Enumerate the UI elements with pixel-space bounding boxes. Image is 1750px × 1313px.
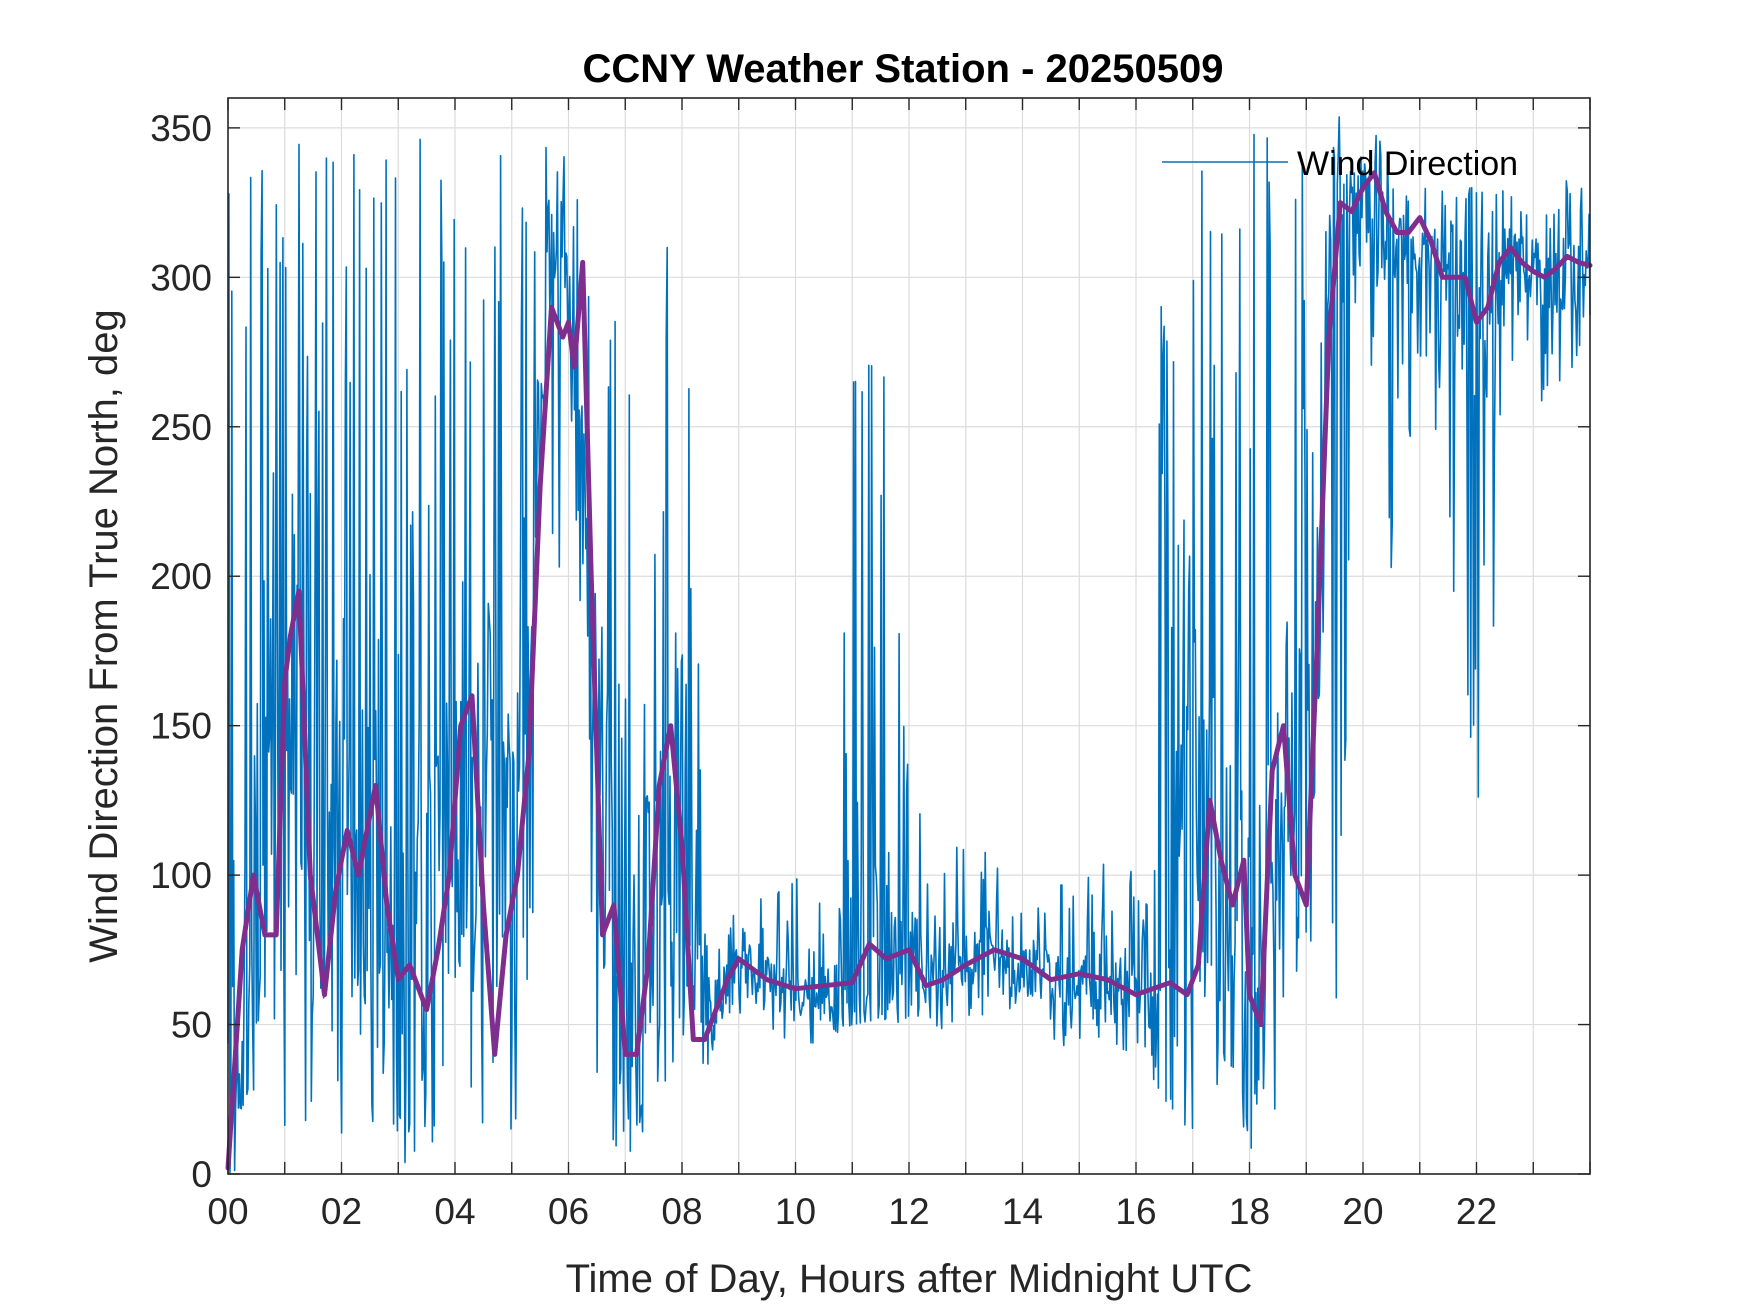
chart-title: CCNY Weather Station - 20250509: [583, 47, 1224, 91]
smoothed-wind-direction-line: [225, 170, 1593, 1171]
axis-ticks: [227, 98, 1591, 1175]
x-tick-label: 20: [1342, 1191, 1383, 1232]
raw-wind-direction-series: [227, 116, 1591, 1174]
y-tick-label: 50: [171, 1005, 212, 1046]
y-tick-label: 350: [150, 108, 212, 149]
legend: Wind Direction: [1162, 145, 1518, 183]
legend-label-wind-direction: Wind Direction: [1297, 145, 1518, 183]
y-tick-label: 200: [150, 556, 212, 597]
x-tick-label: 04: [434, 1191, 475, 1232]
y-tick-label: 300: [150, 257, 212, 298]
x-tick-label: 12: [888, 1191, 929, 1232]
y-axis-label: Wind Direction From True North, deg: [82, 309, 126, 963]
x-tick-label: 22: [1456, 1191, 1497, 1232]
x-tick-label: 10: [775, 1191, 816, 1232]
y-tick-label: 150: [150, 706, 212, 747]
y-tick-labels: 0 50 100 150 200 250 300 350: [150, 108, 212, 1195]
y-tick-label: 100: [150, 855, 212, 896]
x-tick-label: 06: [548, 1191, 589, 1232]
smoothed-wind-direction-series: [225, 170, 1593, 1171]
x-tick-label: 08: [661, 1191, 702, 1232]
y-tick-label: 250: [150, 407, 212, 448]
raw-wind-direction-line: [227, 116, 1591, 1174]
x-tick-label: 02: [321, 1191, 362, 1232]
x-axis-label: Time of Day, Hours after Midnight UTC: [566, 1257, 1253, 1301]
x-tick-label: 14: [1002, 1191, 1043, 1232]
x-tick-labels: 00 02 04 06 08 10 12 14 16 18 20 22: [207, 1191, 1497, 1232]
x-tick-label: 00: [207, 1191, 248, 1232]
x-tick-label: 18: [1229, 1191, 1270, 1232]
y-tick-label: 0: [191, 1154, 212, 1195]
x-tick-label: 16: [1115, 1191, 1156, 1232]
